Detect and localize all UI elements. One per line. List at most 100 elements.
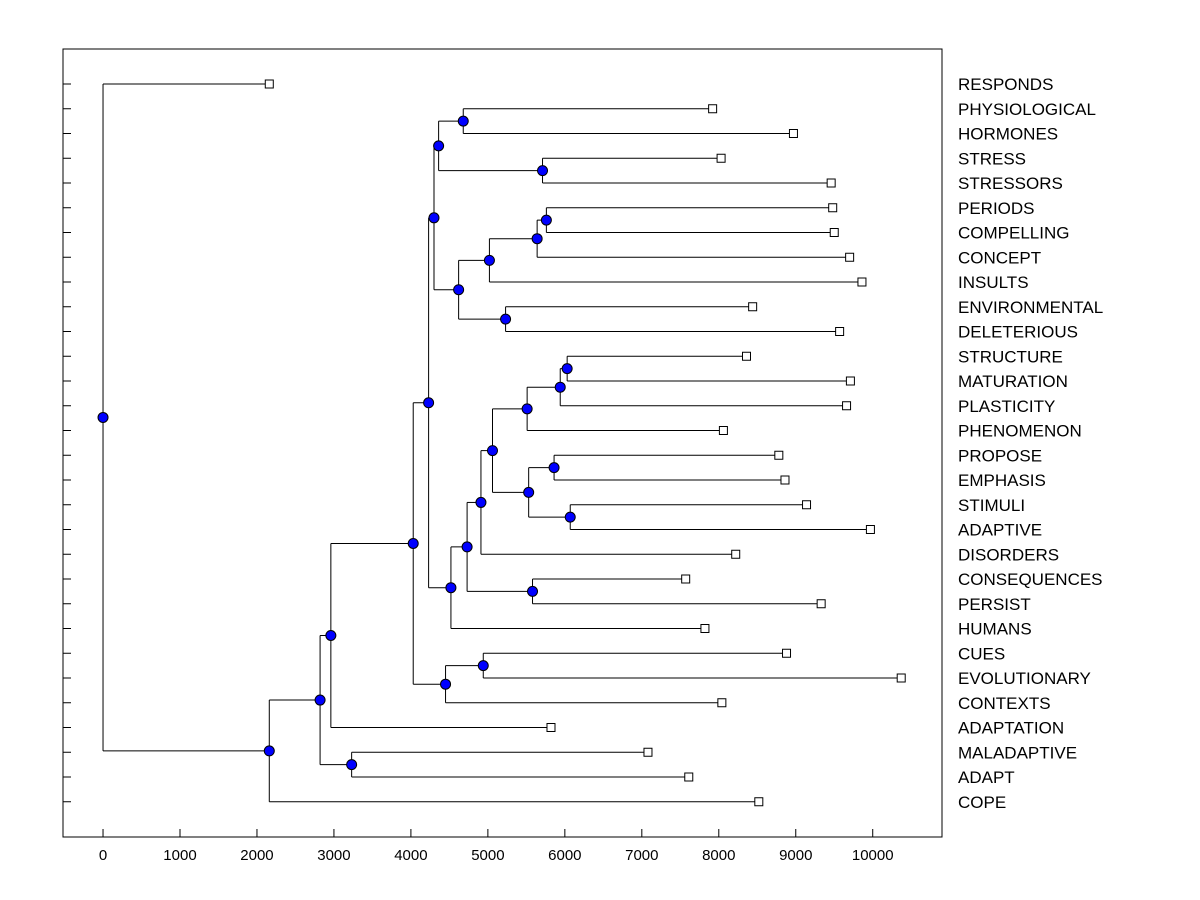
leaf-marker <box>842 401 852 411</box>
merge-node-marker <box>477 660 489 672</box>
leaf-marker <box>708 104 718 114</box>
x-tick-label: 6000 <box>548 847 581 864</box>
merge-node-marker <box>433 140 445 152</box>
merge-node-marker <box>461 541 473 553</box>
leaf-marker <box>264 79 274 89</box>
leaf-label-layer: RESPONDS PHYSIOLOGICAL HORMONES STRESS STRES… <box>958 75 1103 812</box>
node-marker-layer <box>97 115 576 771</box>
merge-node-marker <box>475 496 487 508</box>
x-tick-label: 9000 <box>779 847 812 864</box>
leaf-marker <box>717 698 727 708</box>
leaf-label: PERSIST <box>958 595 1031 614</box>
leaf-label: MALADAPTIVE <box>958 743 1077 762</box>
leaf-marker <box>716 153 726 163</box>
merge-node-marker <box>554 381 566 393</box>
leaf-label: DELETERIOUS <box>958 323 1078 342</box>
leaf-marker <box>828 203 838 213</box>
leaf-label: EMPHASIS <box>958 471 1046 490</box>
leaf-marker <box>857 277 867 287</box>
leaf-marker <box>718 426 728 435</box>
leaf-marker <box>643 747 653 757</box>
leaf-marker <box>741 351 751 361</box>
leaf-marker <box>754 797 764 807</box>
merge-node-marker <box>97 411 109 423</box>
leaf-marker <box>681 574 691 584</box>
leaf-label: HUMANS <box>958 620 1032 639</box>
leaf-label: PROPOSE <box>958 446 1042 465</box>
x-tick-label: 7000 <box>625 847 658 864</box>
leaf-marker <box>731 549 741 559</box>
merge-node-marker <box>537 165 549 177</box>
merge-node-marker <box>561 363 573 375</box>
merge-node-marker <box>527 585 539 597</box>
leaf-marker <box>896 673 906 683</box>
leaf-label: CONTEXTS <box>958 694 1051 713</box>
leaf-marker <box>788 129 798 138</box>
leaf-label: MATURATION <box>958 372 1068 391</box>
leaf-label: INSULTS <box>958 273 1029 292</box>
x-tick-label: 8000 <box>702 847 735 864</box>
leaf-marker <box>546 723 556 732</box>
merge-node-marker <box>523 486 535 498</box>
leaf-label: ADAPT <box>958 768 1015 787</box>
merge-node-marker <box>346 759 358 771</box>
merge-node-marker <box>483 254 495 266</box>
leaf-marker <box>774 450 784 460</box>
x-tick-label: 3000 <box>317 847 350 864</box>
leaf-marker <box>684 772 694 782</box>
leaf-marker <box>700 624 710 633</box>
x-tick-label: 10000 <box>852 847 894 864</box>
merge-node-marker <box>325 629 337 641</box>
leaf-label: CUES <box>958 644 1005 663</box>
merge-node-marker <box>521 403 533 415</box>
leaf-label: STRESS <box>958 149 1026 168</box>
leaf-label: PLASTICITY <box>958 397 1055 416</box>
merge-node-marker <box>407 537 419 549</box>
leaf-label: STRESSORS <box>958 174 1063 193</box>
merge-node-marker <box>445 582 457 594</box>
leaf-label: ENVIRONMENTAL <box>958 298 1103 317</box>
merge-node-marker <box>486 445 498 457</box>
leaf-marker <box>826 178 836 188</box>
merge-node-marker <box>440 678 452 690</box>
merge-node-marker <box>540 214 552 226</box>
merge-node-marker <box>428 212 440 224</box>
plot-frame <box>62 48 943 838</box>
leaf-marker <box>782 648 792 658</box>
leaf-label: ADAPTATION <box>958 719 1064 738</box>
leaf-label: STIMULI <box>958 496 1025 515</box>
leaf-marker <box>845 376 855 386</box>
leaf-label: EVOLUTIONARY <box>958 669 1091 688</box>
merge-node-marker <box>564 511 576 523</box>
leaf-marker <box>816 599 826 609</box>
merge-node-marker <box>263 745 275 757</box>
leaf-marker <box>802 500 812 510</box>
x-tick-label: 2000 <box>240 847 273 864</box>
leaf-label: DISORDERS <box>958 545 1059 564</box>
x-tick-label: 5000 <box>471 847 504 864</box>
leaf-label: CONSEQUENCES <box>958 570 1103 589</box>
merge-node-marker <box>457 115 469 127</box>
leaf-marker <box>829 228 839 237</box>
link-layer <box>102 83 902 803</box>
leaf-marker <box>748 302 758 312</box>
leaf-label: HORMONES <box>958 125 1058 144</box>
tick-layer: 0 1000 2000 3000 4000 5000 6000 7000 8000 9000 100… <box>63 83 894 864</box>
leaf-marker <box>835 327 845 336</box>
merge-node-marker <box>453 284 465 296</box>
leaf-label: STRUCTURE <box>958 347 1063 366</box>
leaf-label: PHENOMENON <box>958 422 1082 441</box>
leaf-label: COMPELLING <box>958 224 1069 243</box>
leaf-label: PHYSIOLOGICAL <box>958 100 1096 119</box>
leaf-marker <box>845 252 855 262</box>
leaf-label: RESPONDS <box>958 75 1053 94</box>
x-tick-label: 0 <box>99 847 107 864</box>
merge-node-marker <box>548 462 560 474</box>
merge-node-marker <box>531 233 543 245</box>
x-tick-label: 1000 <box>163 847 196 864</box>
leaf-label: PERIODS <box>958 199 1035 218</box>
leaf-label: CONCEPT <box>958 248 1041 267</box>
merge-node-marker <box>500 313 512 325</box>
leaf-marker-layer <box>264 79 906 807</box>
